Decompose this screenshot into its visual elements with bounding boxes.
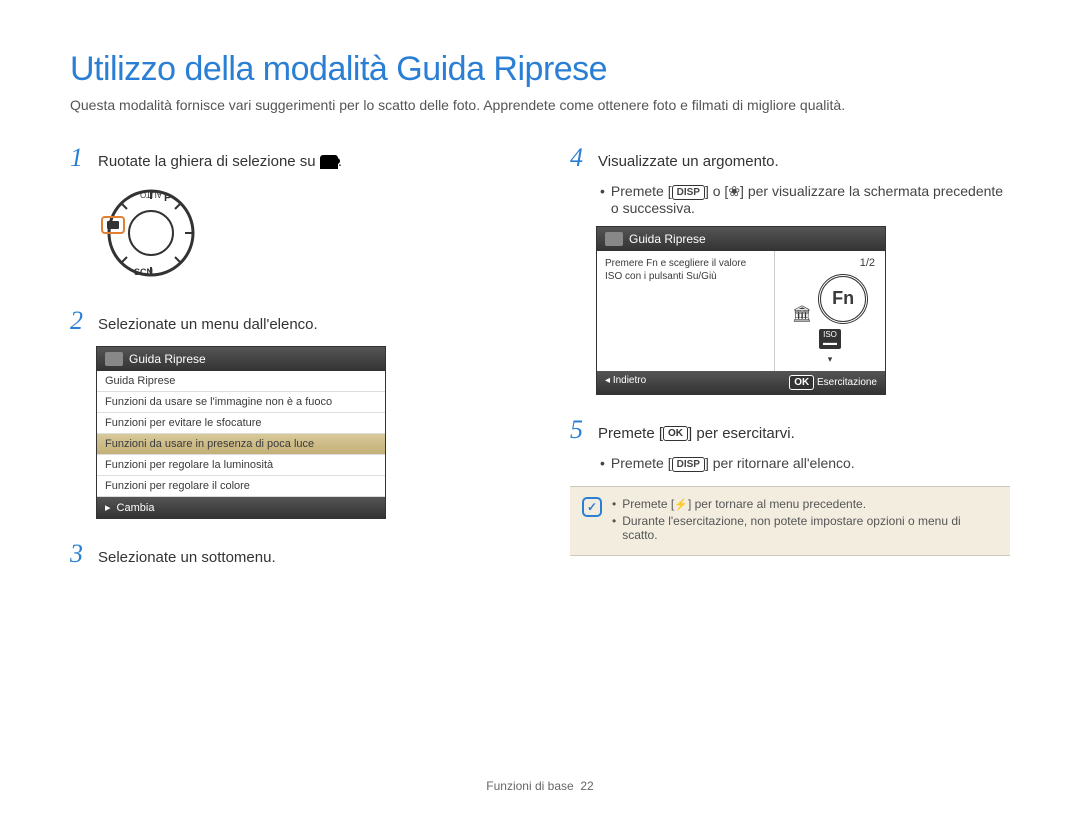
topic-header: Guida Riprese: [597, 227, 885, 251]
footer-page-number: 22: [580, 779, 593, 793]
svg-text:P: P: [164, 192, 171, 204]
topic-footer: ◂ Indietro OK Esercitazione: [597, 371, 885, 394]
step-3: 3 Selezionate un sottomenu.: [70, 539, 510, 569]
menu-footer-label: Cambia: [117, 502, 155, 514]
step-number: 3: [70, 539, 88, 569]
topic-right-panel: 1/2 🏛 Fn ISO▬▬ ▾: [775, 251, 885, 371]
topic-screen: Guida Riprese Premere Fn e scegliere il …: [596, 226, 886, 395]
step-4-bullet: Premete [DISP] o [❀] per visualizzare la…: [600, 183, 1010, 216]
footer-back-label: Indietro: [613, 375, 646, 386]
disp-button-icon: DISP: [672, 185, 705, 200]
right-column: 4 Visualizzate un argomento. Premete [DI…: [570, 143, 1010, 579]
page-footer: Funzioni di base 22: [0, 779, 1080, 793]
step-2: 2 Selezionate un menu dall'elenco.: [70, 306, 510, 336]
menu-row: Funzioni per regolare la luminosità: [97, 455, 385, 476]
step-text: Ruotate la ghiera di selezione su .: [98, 153, 342, 170]
step-text: Visualizzate un argomento.: [598, 153, 779, 170]
mode-dial-illustration: P AUTO SCN: [96, 183, 510, 288]
footer-practice-label: Esercitazione: [817, 377, 877, 388]
step-5-bullet: Premete [DISP] per ritornare all'elenco.: [600, 455, 1010, 472]
step-number: 5: [570, 415, 588, 445]
menu-row-selected: Funzioni da usare in presenza di poca lu…: [97, 434, 385, 455]
topic-body: Premere Fn e scegliere il valore ISO con…: [597, 251, 885, 371]
menu-row: Guida Riprese: [97, 371, 385, 392]
step-1: 1 Ruotate la ghiera di selezione su .: [70, 143, 510, 173]
topic-header-label: Guida Riprese: [629, 232, 706, 246]
bullet-text: ] o [: [705, 183, 728, 199]
menu-screen: Guida Riprese Guida Riprese Funzioni da …: [96, 346, 386, 519]
step-5-pre: Premete [: [598, 425, 663, 442]
bullet-text: Premete [: [611, 455, 672, 471]
menu-header-label: Guida Riprese: [129, 352, 206, 366]
step-number: 4: [570, 143, 588, 173]
menu-row: Funzioni da usare se l'immagine non è a …: [97, 392, 385, 413]
note-box: ✓ Premete [ ] per tornare al menu precede…: [570, 486, 1010, 556]
iso-label: ISO: [823, 330, 837, 339]
step-number: 2: [70, 306, 88, 336]
left-arrow-icon: ◂: [605, 375, 610, 386]
svg-text:AUTO: AUTO: [140, 190, 162, 199]
ok-button-icon: OK: [789, 375, 814, 390]
note-text: Durante l'esercitazione, non potete impo…: [622, 514, 998, 542]
note-text: ] per tornare al menu precedente.: [688, 497, 866, 511]
step-5-post: ] per esercitarvi.: [688, 425, 795, 442]
note-list: Premete [ ] per tornare al menu precedent…: [612, 497, 998, 545]
guide-header-icon: [105, 352, 123, 366]
down-arrow-icon: ▾: [828, 354, 833, 365]
flash-icon: [674, 497, 688, 511]
topic-instruction: Premere Fn e scegliere il valore ISO con…: [597, 251, 775, 371]
step-4: 4 Visualizzate un argomento.: [570, 143, 1010, 173]
note-item: Durante l'esercitazione, non potete impo…: [612, 514, 998, 542]
guide-mode-icon: [320, 155, 338, 169]
step-text: Premete [OK] per esercitarvi.: [598, 425, 795, 442]
left-column: 1 Ruotate la ghiera di selezione su .: [70, 143, 510, 579]
iso-badge-icon: ISO▬▬: [819, 329, 841, 349]
ok-button-icon: OK: [663, 426, 688, 441]
page-indicator: 1/2: [860, 257, 879, 269]
right-arrow-icon: ▸: [105, 501, 111, 514]
footer-section: Funzioni di base: [486, 779, 573, 793]
bullet-text: ] per ritornare all'elenco.: [705, 455, 855, 471]
menu-footer: ▸ Cambia: [97, 497, 385, 518]
svg-text:SCN: SCN: [134, 267, 153, 277]
note-text: Premete [: [622, 497, 674, 511]
step-text: Selezionate un menu dall'elenco.: [98, 316, 318, 333]
note-info-icon: ✓: [582, 497, 602, 517]
fn-dial-icon: Fn: [818, 274, 868, 324]
step-5: 5 Premete [OK] per esercitarvi.: [570, 415, 1010, 445]
macro-flower-icon: ❀: [728, 184, 740, 198]
content-columns: 1 Ruotate la ghiera di selezione su .: [70, 143, 1010, 579]
step-number: 1: [70, 143, 88, 173]
bullet-text: Premete [: [611, 183, 672, 199]
guide-header-icon: [605, 232, 623, 246]
building-icon: 🏛: [792, 304, 812, 324]
menu-row: Funzioni per evitare le sfocature: [97, 413, 385, 434]
step-1-label: Ruotate la ghiera di selezione su: [98, 153, 320, 170]
note-item: Premete [ ] per tornare al menu precedent…: [612, 497, 998, 511]
page-title: Utilizzo della modalità Guida Riprese: [70, 50, 1010, 89]
page-subtitle: Questa modalità fornisce vari suggerimen…: [70, 97, 1010, 113]
disp-button-icon: DISP: [672, 457, 705, 472]
step-text: Selezionate un sottomenu.: [98, 549, 276, 566]
menu-header: Guida Riprese: [97, 347, 385, 371]
menu-row: Funzioni per regolare il colore: [97, 476, 385, 497]
